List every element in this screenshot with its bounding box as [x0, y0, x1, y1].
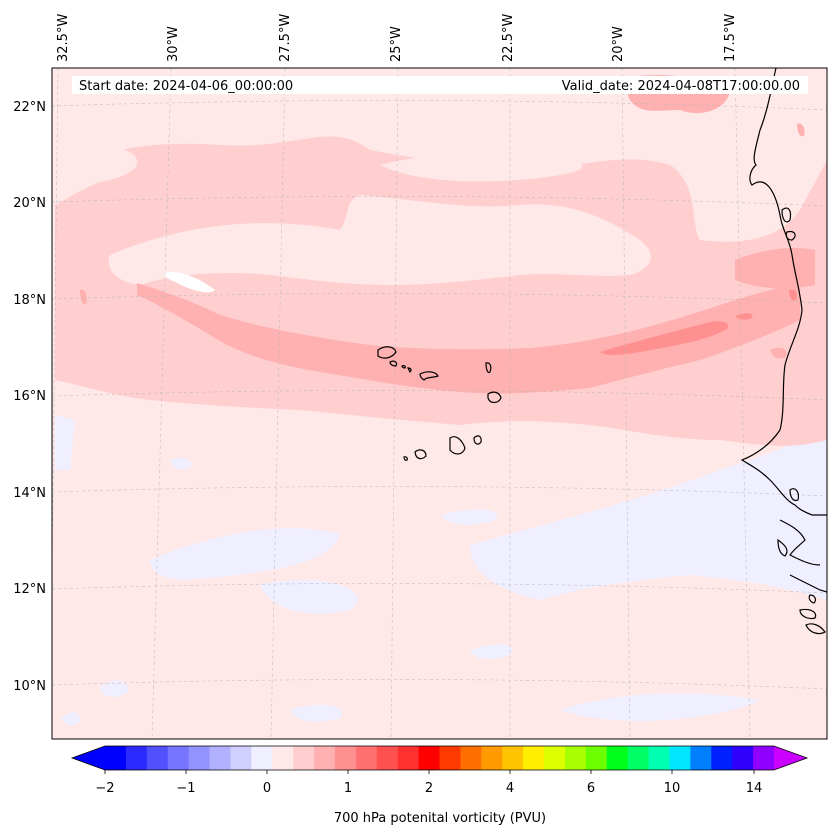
colorbar-segment: [105, 746, 127, 770]
colorbar-segment: [272, 746, 294, 770]
map-frame: [51, 67, 828, 740]
colorbar-tick-label: 6: [587, 781, 595, 796]
pv-white-spot: [164, 271, 215, 293]
colorbar-tick-label: 1: [344, 781, 352, 796]
colorbar-segment: [481, 746, 503, 770]
lat-label-12n: 12°N: [13, 582, 46, 597]
pv-band-pink-east: [735, 248, 815, 289]
lon-label-17-5w: 17.5°W: [723, 14, 738, 62]
colorbar-segment: [732, 746, 754, 770]
colorbar-segment: [564, 746, 587, 770]
lat-label-16n: 16°N: [13, 389, 46, 404]
colorbar-segment: [753, 746, 775, 770]
lon-label-30w: 30°W: [166, 26, 181, 62]
colorbar-segment: [439, 746, 461, 770]
colorbar-segment: [711, 746, 733, 770]
cape-verde-islands: [377, 346, 502, 461]
pv-core-salmon-2: [735, 313, 753, 320]
colorbar-segment: [376, 746, 399, 770]
colorbar-tick-label: 4: [506, 781, 514, 796]
colorbar-segment: [544, 746, 566, 770]
colorbar-segment: [690, 746, 712, 770]
colorbar-tick-label: −1: [176, 781, 195, 796]
lon-label-22-5w: 22.5°W: [501, 14, 516, 62]
colorbar-segment: [627, 746, 649, 770]
pv-core-salmon-3: [789, 289, 797, 301]
lon-label-32-5w: 32.5°W: [56, 14, 71, 62]
colorbar-segment: [355, 746, 378, 770]
colorbar-extend-min: [72, 746, 105, 770]
colorbar-segment: [523, 746, 545, 770]
colorbar-segment: [146, 746, 169, 770]
colorbar-segment: [460, 746, 482, 770]
graticule: [52, 68, 827, 739]
colorbar-segment: [314, 746, 336, 770]
colorbar-tick-label: 2: [425, 781, 433, 796]
colorbar-segment: [167, 746, 190, 770]
colorbar-segment: [397, 746, 419, 770]
lat-label-22n: 22°N: [13, 100, 46, 115]
colorbar-extend-max: [774, 746, 807, 770]
colorbar-segment: [502, 746, 524, 770]
negative-pv-patches: [55, 415, 827, 726]
colorbar-segment: [606, 746, 629, 770]
colorbar-segment: [418, 746, 440, 770]
lat-label-14n: 14°N: [13, 486, 46, 501]
lon-label-27-5w: 27.5°W: [278, 14, 293, 62]
colorbar-segment: [209, 746, 231, 770]
colorbar-segment: [251, 746, 273, 770]
lon-label-25w: 25°W: [389, 26, 404, 62]
colorbar-segment: [230, 746, 252, 770]
colorbar-segment: [585, 746, 608, 770]
map-area: [52, 68, 827, 739]
pv-region-very-light-pink-nw: [55, 148, 138, 205]
coastline: [740, 68, 827, 635]
colorbar-segment: [334, 746, 357, 770]
colorbar-segment: [293, 746, 315, 770]
pv-patch-pink-e: [770, 347, 787, 359]
colorbar-segment: [669, 746, 691, 770]
colorbar-segment: [648, 746, 670, 770]
colorbar-tick-label: 0: [263, 781, 271, 796]
pv-core-salmon: [600, 321, 729, 355]
colorbar-tick-label: 14: [746, 781, 763, 796]
start-date-text: Start date: 2024-04-06_00:00:00: [79, 79, 293, 94]
lat-label-18n: 18°N: [13, 293, 46, 308]
colorbar-ticks: [104, 770, 755, 774]
header-box: [72, 76, 808, 94]
lat-label-20n: 20°N: [13, 196, 46, 211]
pv-patch-pink-ne2: [797, 123, 805, 137]
colorbar-title: 700 hPa potenital vorticity (PVU): [334, 811, 546, 826]
colorbar-segments: [105, 746, 775, 770]
lat-label-10n: 10°N: [13, 679, 46, 694]
lon-label-20w: 20°W: [611, 26, 626, 62]
colorbar-tick-label: 10: [664, 781, 681, 796]
latitude-labels: 22°N 20°N 18°N 16°N 14°N 12°N 10°N: [13, 100, 46, 694]
pv-band-pink: [137, 283, 800, 394]
pv-band-pink-nw: [80, 289, 87, 305]
longitude-labels: 32.5°W 30°W 27.5°W 25°W 22.5°W 20°W 17.5…: [56, 14, 738, 62]
colorbar-segment: [125, 746, 148, 770]
colorbar-tick-label: −2: [95, 781, 114, 796]
colorbar: −2 −1 0 1 2 4 6 10 14 700 hPa potenital …: [70, 745, 809, 826]
pv-region-very-light-pink-north: [380, 152, 583, 182]
pv-region-very-light-pink: [108, 195, 651, 285]
colorbar-segment: [188, 746, 210, 770]
valid-date-text: Valid_date: 2024-04-08T17:00:00.00: [562, 79, 800, 94]
